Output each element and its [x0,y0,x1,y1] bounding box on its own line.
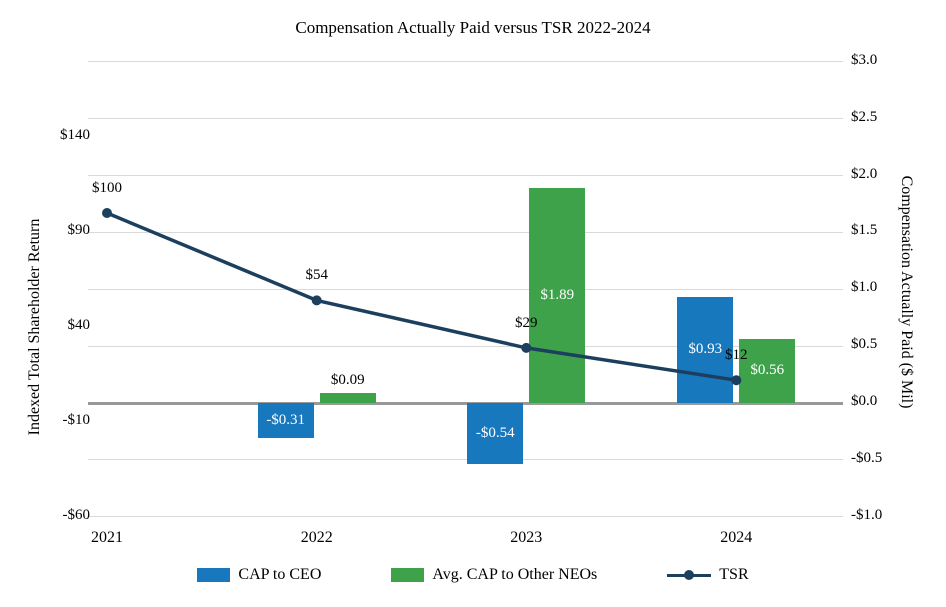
avg-cap-swatch [391,568,425,582]
right-axis-tick-label: -$0.5 [851,449,883,466]
left-axis-tick-label: $140 [60,127,90,143]
x-axis-label: 2022 [300,529,333,546]
right-axis-tick-label: $1.0 [851,279,878,296]
gridline [88,231,843,233]
gridline [88,516,843,518]
bar-data-label: -$0.54 [475,424,515,441]
left-axis-tick-label: $90 [67,222,91,238]
x-axis-label: 2024 [720,529,753,546]
right-axis-tick-label: $1.5 [851,222,878,239]
gridline [88,61,843,63]
left-axis-tick-label: -$10 [62,412,91,428]
legend-item-tsr: TSR [667,566,749,584]
right-axis-tick-label: $0.5 [851,336,878,353]
legend-label-cap-to-ceo: CAP to CEO [238,566,322,583]
gridline [88,118,843,120]
bar-data-label: $1.89 [540,286,575,303]
right-axis-tick-label: $3.0 [851,51,878,68]
right-axis-tick-label: $0.0 [851,393,878,409]
bar-data-label: -$0.31 [266,411,306,428]
legend-label-avg-cap-other-neos: Avg. CAP to Other NEOs [432,566,598,583]
legend-item-avg-cap-other-neos: Avg. CAP to Other NEOs [391,566,597,584]
bar-cap-to-ceo [257,403,314,439]
right-axis-title: Compensation Actually Paid ($ Mil) [898,175,915,409]
bar-data-label: $0.93 [688,341,723,358]
legend-label-tsr: TSR [719,566,749,583]
tsr-point [102,208,112,218]
tsr-legend-dot [684,570,695,580]
legend: CAP to CEO Avg. CAP to Other NEOs TSR [0,566,946,584]
tsr-point [311,295,322,306]
chart-title: Compensation Actually Paid versus TSR 20… [295,18,651,37]
right-axis-tick-label: $2.5 [851,108,878,125]
tsr-legend-line [667,570,712,580]
left-axis-tick-label: $40 [67,317,91,333]
bar-cap-to-ceo [467,403,524,465]
right-axis-tick-label: $2.0 [851,165,878,182]
bar-avg-cap-other-neos [739,339,796,403]
legend-item-cap-to-ceo: CAP to CEO [197,566,321,584]
bar-avg-cap-other-neos [319,392,376,403]
tsr-point-label: $29 [515,314,538,331]
x-axis-label: 2023 [510,529,543,546]
bar-data-label: $0.09 [330,371,365,388]
tsr-point-label: $100 [92,180,122,196]
cap-to-ceo-swatch [197,568,231,582]
gridline [88,175,843,176]
bar-data-label: $0.56 [750,362,785,379]
x-axis-label: 2021 [91,529,123,546]
tsr-point-label: $54 [305,267,328,284]
gridline [88,288,843,290]
zero-axis-line [88,401,843,405]
tsr-point-label: $12 [725,347,748,364]
right-axis-tick-label: -$1.0 [851,506,883,523]
left-axis-tick-label: -$60 [62,507,91,523]
gridline [88,459,843,461]
